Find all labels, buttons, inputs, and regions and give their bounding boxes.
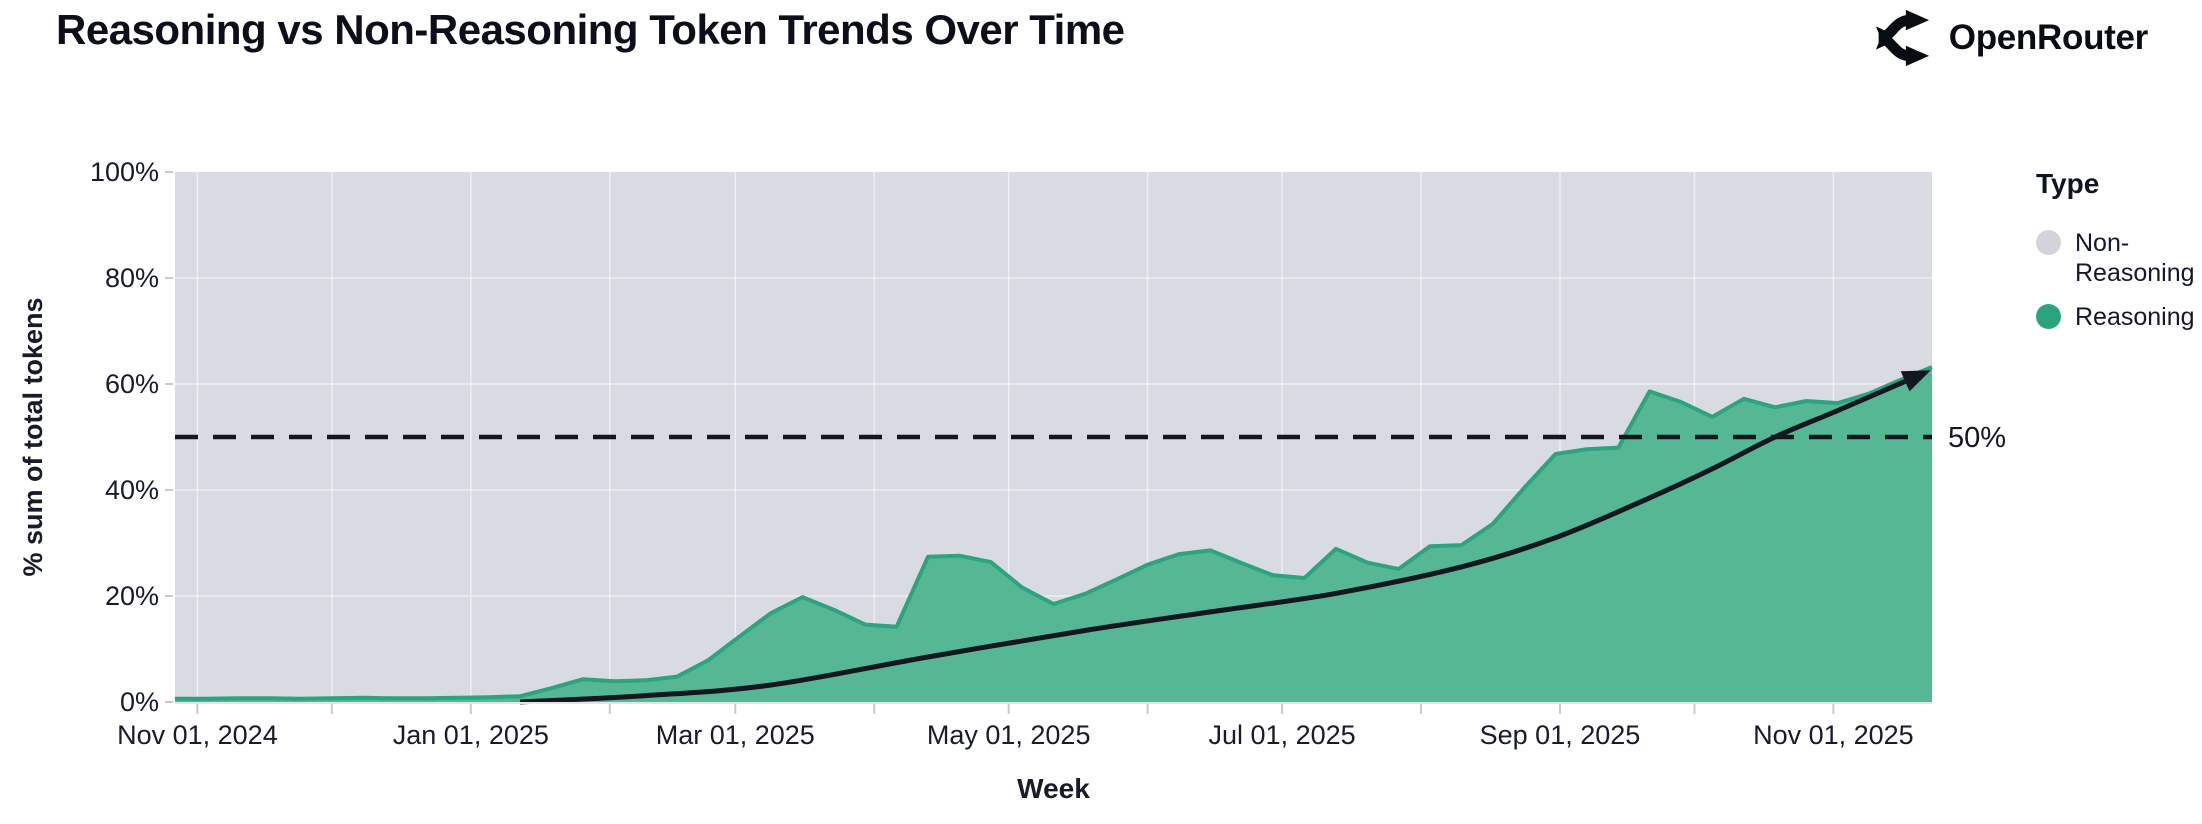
- x-tick-label: Nov 01, 2025: [1753, 720, 1914, 750]
- x-axis-title: Week: [1017, 773, 1090, 804]
- non-reasoning-swatch: [2036, 230, 2061, 255]
- openrouter-icon: [1873, 8, 1931, 68]
- trend-arrowhead: [1900, 370, 1931, 392]
- reasoning-swatch: [2036, 304, 2061, 329]
- legend-item-label: Non-Reasoning: [2075, 229, 2195, 287]
- legend-item-reasoning[interactable]: Reasoning: [2036, 302, 2202, 332]
- x-tick-label: Nov 01, 2024: [117, 720, 278, 750]
- y-tick-label: 80%: [105, 263, 159, 293]
- chart-legend: Type Non-Reasoning Reasoning: [2036, 168, 2202, 346]
- y-tick-label: 100%: [90, 157, 159, 187]
- x-tick-label: May 01, 2025: [927, 720, 1091, 750]
- y-tick-label: 40%: [105, 475, 159, 505]
- y-tick-label: 60%: [105, 369, 159, 399]
- x-tick-label: Mar 01, 2025: [656, 720, 815, 750]
- y-tick-label: 0%: [120, 687, 159, 717]
- x-tick-label: Jul 01, 2025: [1209, 720, 1356, 750]
- y-axis-title: % sum of total tokens: [18, 297, 48, 576]
- reasoning-area-outline: [175, 365, 1933, 701]
- y-tick-label: 20%: [105, 581, 159, 611]
- legend-title: Type: [2036, 168, 2100, 199]
- trend-line: [519, 379, 1907, 705]
- brand-logo[interactable]: OpenRouter: [1873, 8, 2148, 68]
- legend-item-non-reasoning[interactable]: Non-Reasoning: [2036, 228, 2202, 288]
- brand-name: OpenRouter: [1948, 18, 2149, 57]
- page-title: Reasoning vs Non-Reasoning Token Trends …: [56, 6, 1125, 53]
- fifty-percent-label: 50%: [1948, 422, 2006, 454]
- legend-item-label: Reasoning: [2075, 303, 2195, 331]
- reasoning-area[interactable]: [175, 367, 1932, 702]
- x-tick-label: Sep 01, 2025: [1480, 720, 1641, 750]
- x-tick-label: Jan 01, 2025: [393, 720, 549, 750]
